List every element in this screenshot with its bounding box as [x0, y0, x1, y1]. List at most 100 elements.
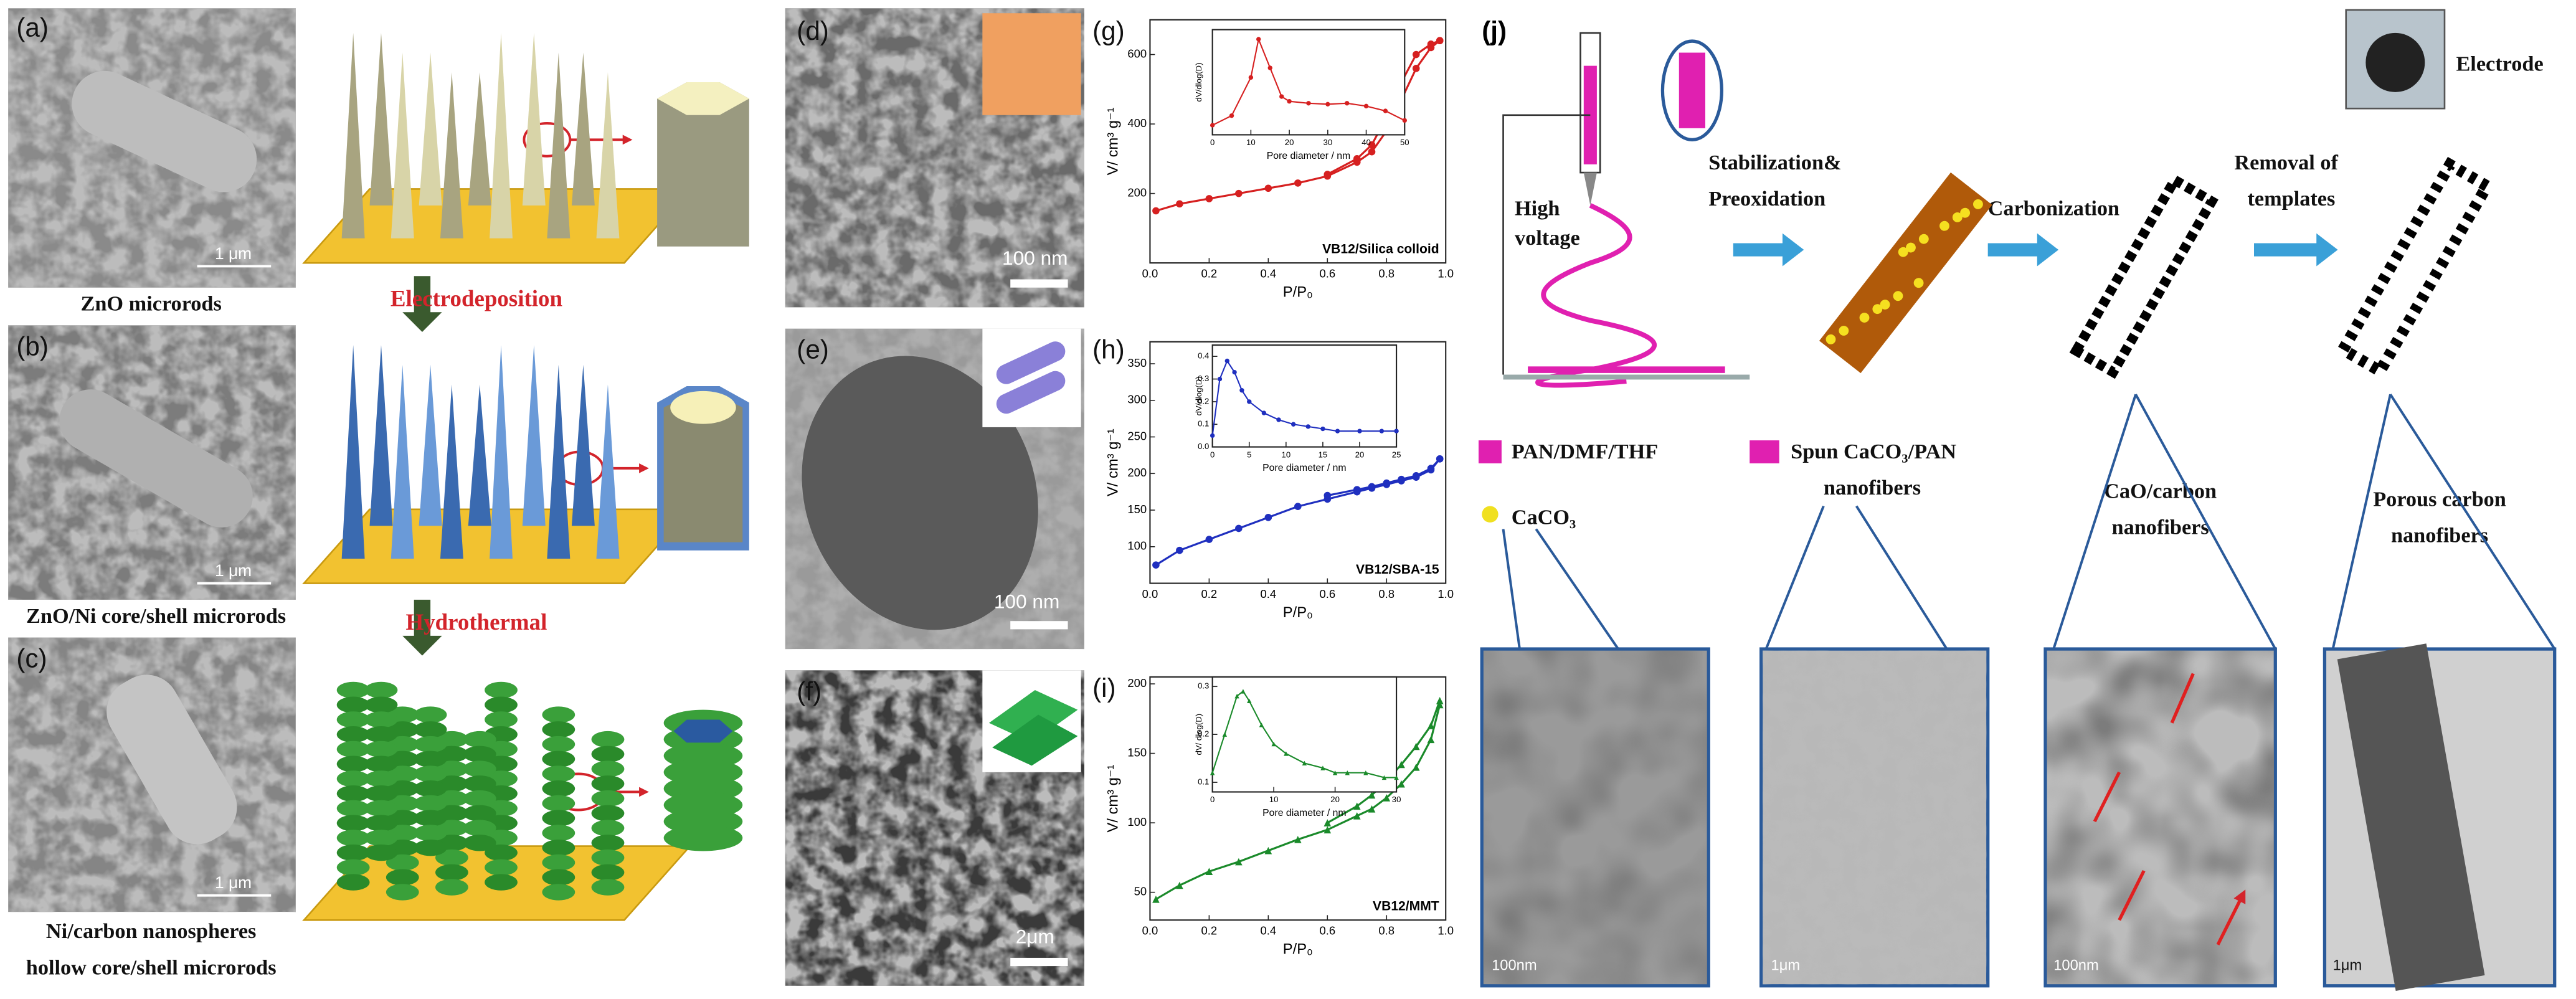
nanosphere-layer [336, 830, 370, 846]
nanosphere-layer [336, 741, 370, 758]
nanosphere-layer [336, 726, 370, 743]
photo-texture [1483, 650, 1707, 985]
y-axis-label: dV/dlog(D) [1194, 376, 1203, 415]
nanosphere-layer [364, 696, 398, 713]
nanosphere-layer [364, 785, 398, 802]
plot-frame [1211, 344, 1398, 448]
data-point [1205, 195, 1213, 202]
schematics: Electrodeposition Hydrothermal [302, 32, 749, 921]
nanosphere-layer [542, 736, 575, 753]
needle [1583, 173, 1597, 206]
data-point [1290, 422, 1296, 427]
nanosphere-layer [364, 830, 398, 846]
x-tick-label: 10 [1246, 138, 1256, 147]
data-point [1398, 780, 1405, 788]
x-tick-label: 0.0 [1142, 924, 1158, 937]
x-tick-label: 0.8 [1378, 924, 1395, 937]
x-tick-label: 25 [1392, 450, 1401, 459]
nanosphere-layer [414, 840, 447, 856]
data-point [1332, 770, 1338, 775]
data-point [1353, 802, 1361, 810]
pillar [596, 72, 620, 239]
pillar [571, 364, 595, 526]
nanosphere-layer [336, 815, 370, 831]
pillar [419, 52, 442, 206]
panel-label: (j) [1482, 16, 1507, 45]
data-point [1412, 65, 1420, 72]
data-point [1412, 471, 1420, 480]
nanosphere-layer [485, 859, 518, 876]
arrow-shaft [414, 276, 431, 318]
data-point [1379, 428, 1385, 433]
nanosphere-layer [485, 711, 518, 728]
stage-label: nanofibers [2391, 524, 2488, 547]
data-point [1271, 741, 1276, 747]
data-point [1353, 155, 1361, 163]
process-label: voltage [1515, 226, 1580, 250]
inset-sheet [992, 714, 1078, 766]
data-point [1324, 171, 1332, 178]
data-point [1229, 113, 1234, 118]
data-point [1210, 123, 1215, 128]
data-point [1324, 826, 1332, 834]
nanosphere-layer [463, 820, 496, 836]
nanosphere-layer [542, 765, 575, 782]
y-tick-label: 600 [1127, 47, 1147, 60]
nanosphere-layer [542, 706, 575, 723]
data-point [1363, 770, 1368, 775]
process-arrow [1733, 233, 1804, 267]
data-point [1436, 455, 1444, 463]
data-point [1241, 689, 1246, 694]
nanosphere-layer [463, 746, 496, 763]
data-point [1363, 103, 1369, 109]
inset-tubes [996, 341, 1066, 384]
nanosphere-layer [364, 844, 398, 861]
inset-spheres [982, 13, 1081, 115]
caption: ZnO/Ni core/shell microrods [26, 604, 286, 628]
x-tick-label: 0.6 [1319, 924, 1335, 937]
x-tick-label: 10 [1282, 450, 1291, 459]
y-tick-label: 0.1 [1198, 419, 1209, 428]
pillar [391, 364, 414, 559]
pillar [490, 32, 513, 239]
x-tick-label: 0.2 [1201, 924, 1218, 937]
nanosphere-layer [414, 765, 447, 782]
step-label: Hydrothermal [406, 609, 547, 635]
data-point [1427, 40, 1435, 48]
data-point [1368, 791, 1376, 799]
nanosphere-layer [435, 879, 468, 896]
x-tick-label: 0.2 [1201, 587, 1218, 600]
caco3-dot [1839, 326, 1849, 336]
data-point [1381, 775, 1387, 780]
scale-bar-label: 100nm [1492, 957, 1537, 973]
pillar [440, 72, 463, 239]
x-tick-label: 20 [1285, 138, 1294, 147]
nanosphere-layer [542, 825, 575, 841]
annotation: VB12/MMT [1373, 899, 1439, 914]
nanosphere-layer [414, 810, 447, 826]
y-tick-label: 200 [1127, 466, 1147, 479]
y-axis-label: dV/dlog(D) [1194, 63, 1203, 102]
pillar [341, 345, 365, 559]
y-tick-label: 300 [1127, 393, 1147, 406]
nanosphere-layer [364, 770, 398, 787]
x-axis-label: P/P₀ [1283, 942, 1313, 958]
x-axis-label: Pore diameter / nm [1262, 808, 1346, 818]
data-point [1256, 37, 1261, 42]
data-point [1383, 108, 1388, 113]
process-arrow [2254, 233, 2338, 267]
y-tick-label: 250 [1127, 429, 1147, 442]
y-axis-label: dV/ dlog(D) [1194, 714, 1203, 755]
nanosphere-layer [336, 696, 370, 713]
annotation: VB12/Silica colloid [1322, 242, 1439, 257]
scale-bar-label: 100nm [2053, 957, 2099, 973]
data-point [1235, 524, 1243, 533]
y-tick-label: 100 [1127, 539, 1147, 552]
scale-bar-label: 100 nm [994, 590, 1060, 613]
pillar [419, 364, 442, 526]
nanosphere-layer [414, 736, 447, 753]
nanosphere-layer [336, 711, 370, 728]
data-point [1294, 836, 1302, 843]
electrode [2365, 32, 2425, 92]
data-point [1325, 102, 1330, 107]
